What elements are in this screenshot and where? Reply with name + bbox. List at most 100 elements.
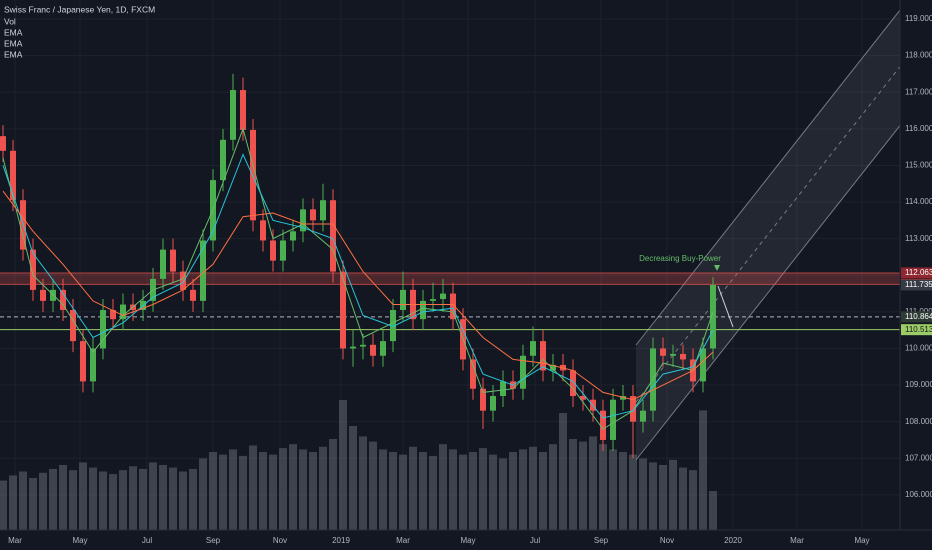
candle-body (200, 240, 206, 301)
candle-body (40, 289, 46, 301)
candle-body (180, 271, 186, 290)
candle-body (250, 129, 256, 221)
volume-bar (539, 452, 547, 530)
channel-upper (635, 0, 909, 346)
candle-body (160, 249, 166, 279)
volume-bar (0, 480, 7, 530)
volume-bar (189, 468, 197, 530)
volume-bar (359, 436, 367, 530)
candle-body (240, 90, 246, 130)
legend-indicator: EMA (4, 49, 23, 59)
x-tick-label: Jul (530, 536, 540, 545)
x-tick-label: Nov (660, 536, 674, 545)
candle-body (370, 344, 376, 356)
volume-bar (299, 449, 307, 530)
candle-body (290, 231, 296, 241)
candle-body (260, 220, 266, 241)
volume-bar (319, 446, 327, 530)
volume-bar (579, 441, 587, 530)
x-tick-label: 2019 (332, 536, 350, 545)
price-label: 110.513 (905, 325, 932, 334)
ema-line (2, 153, 714, 419)
y-tick-label: 108.000 (905, 417, 932, 426)
volume-bar (219, 454, 227, 530)
candle-body (280, 240, 286, 261)
candle-body (710, 284, 716, 349)
volume-bar (669, 459, 677, 530)
volume-bar (209, 452, 217, 530)
candle-body (480, 388, 486, 411)
candle-body (100, 310, 106, 349)
volume-bar (289, 444, 297, 530)
volume-bar (239, 455, 247, 530)
y-tick-label: 119.000 (905, 14, 932, 23)
volume-bar (679, 467, 687, 530)
candle-body (60, 289, 66, 311)
candle-body (170, 249, 176, 272)
price-label-box (901, 267, 932, 279)
volume-bar (619, 452, 627, 530)
legend-title: Swiss Franc / Japanese Yen, 1D, FXCM (4, 4, 155, 14)
volume-bar (569, 439, 577, 530)
volume-bar (499, 458, 507, 530)
candle-body (360, 344, 366, 347)
x-tick-label: Mar (396, 536, 410, 545)
y-tick-label: 109.000 (905, 380, 932, 389)
volume-bar (589, 436, 597, 530)
candle-body (390, 310, 396, 342)
candle-body (380, 341, 386, 356)
x-tick-label: Mar (790, 536, 804, 545)
candle-body (640, 410, 646, 422)
volume-bar (699, 410, 707, 530)
volume-bar (59, 465, 67, 530)
volume-bar (369, 441, 377, 530)
x-tick-label: 2020 (724, 536, 742, 545)
volume-bar (39, 472, 47, 530)
volume-bar (99, 471, 107, 530)
candle-body (300, 209, 306, 232)
volume-bar (149, 462, 157, 530)
candle-body (470, 359, 476, 389)
volume-bar (159, 465, 167, 530)
price-label-box (901, 279, 932, 291)
projection-line (717, 285, 734, 328)
volume-bar (109, 474, 117, 530)
y-tick-label: 118.000 (905, 51, 932, 60)
candle-body (10, 150, 16, 201)
y-tick-label: 115.000 (905, 161, 932, 170)
volume-bar (649, 462, 657, 530)
candle-body (450, 293, 456, 320)
volume-bar (89, 467, 97, 530)
candle-body (310, 209, 316, 221)
volume-layer (0, 400, 717, 530)
volume-bar (139, 468, 147, 530)
volume-bar (399, 454, 407, 530)
candle-body (530, 341, 536, 356)
volume-bar (129, 466, 137, 530)
candle-body (350, 346, 356, 349)
annotation-marker (714, 265, 720, 271)
candle-body (620, 396, 626, 400)
volume-bar (509, 452, 517, 530)
candle-body (110, 310, 116, 320)
x-tick-label: Mar (8, 536, 22, 545)
volume-bar (609, 449, 617, 530)
volume-bar (179, 471, 187, 530)
volume-bar (519, 449, 527, 530)
y-tick-label: 116.000 (905, 124, 932, 133)
volume-bar (379, 449, 387, 530)
candle-body (600, 410, 606, 440)
volume-bar (259, 452, 267, 530)
candle-body (500, 381, 506, 397)
legend-indicator: EMA (4, 38, 23, 48)
price-label-box (901, 324, 932, 336)
candle-body (220, 139, 226, 181)
volume-bar (119, 470, 127, 530)
volume-bar (309, 452, 317, 530)
volume-bar (689, 470, 697, 530)
candle-body (30, 249, 36, 290)
candle-body (70, 310, 76, 342)
volume-bar (479, 448, 487, 530)
candle-body (80, 341, 86, 382)
